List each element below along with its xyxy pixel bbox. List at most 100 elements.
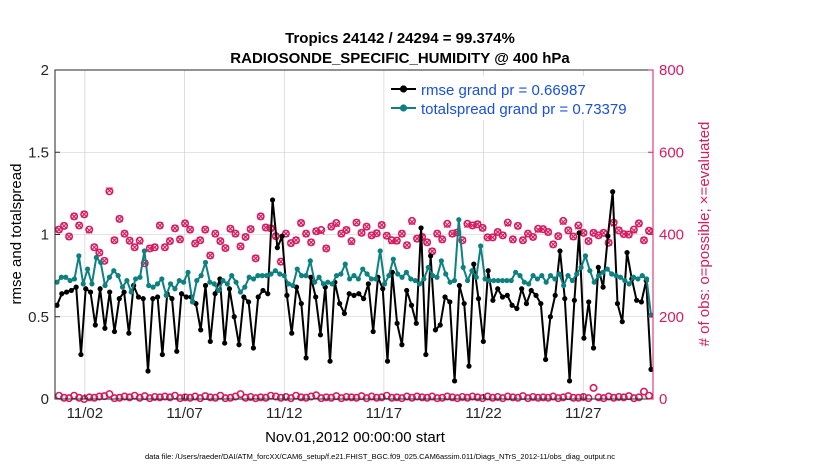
rmse-point [135, 294, 142, 300]
spread-point [294, 266, 300, 272]
rmse-point [92, 322, 98, 328]
obs-evaluated-point [368, 231, 376, 239]
spread-point [416, 281, 423, 287]
obs-low-point [226, 393, 235, 402]
obs-low-point [433, 394, 442, 403]
obs-evaluated-point [242, 233, 250, 241]
obs-evaluated-point [403, 241, 411, 249]
obs-low-point [352, 393, 361, 402]
obs-evaluated-point [287, 239, 295, 247]
rmse-point [274, 245, 280, 251]
rmse-point [614, 300, 621, 307]
rmse-point [581, 335, 587, 341]
obs-evaluated-point [343, 226, 350, 234]
obs-possible-point [196, 236, 205, 245]
obs-possible-point [357, 228, 366, 237]
obs-low-point [609, 393, 618, 402]
rmse-point [140, 296, 146, 302]
spread-point [189, 299, 195, 305]
rmse-point [590, 345, 597, 351]
obs-evaluated-point [257, 212, 265, 220]
y-tick-label-left: 0 [41, 391, 49, 408]
obs-cross-stroke [166, 237, 174, 245]
obs-evaluated-point [443, 221, 451, 229]
rmse-point [236, 342, 242, 348]
obs-evaluated-point [201, 226, 209, 233]
obs-low-point [347, 393, 356, 402]
obs-low-point [302, 393, 311, 402]
obs-possible-point [307, 238, 316, 247]
obs-possible-point [332, 218, 341, 227]
rmse-point [456, 282, 462, 289]
rmse-point [68, 287, 74, 294]
obs-low-point [236, 390, 245, 399]
rmse-point [78, 351, 84, 358]
obs-cross-stroke [332, 220, 340, 228]
obs-evaluated-point [55, 226, 63, 233]
rmse-point [480, 338, 486, 345]
spread-point [159, 276, 165, 282]
rmse-point [183, 294, 189, 300]
obs-possible-point [644, 226, 653, 235]
rmse-point [634, 297, 640, 303]
spread-point [381, 281, 388, 287]
obs-evaluated-point [585, 237, 592, 245]
rmse-point [284, 292, 290, 298]
obs-low-point [60, 393, 69, 402]
spread-point [395, 271, 401, 277]
obs-cross-stroke [55, 226, 63, 233]
spread-point [600, 269, 606, 275]
obs-low-point [95, 392, 104, 401]
obs-possible-point [402, 241, 411, 250]
y-axis-label-right: # of obs: o=possible; ×=evaluated [696, 122, 713, 347]
obs-cross-stroke [448, 230, 456, 238]
obs-evaluated-point [252, 254, 260, 262]
obs-cross-stroke [590, 229, 597, 237]
spread-point [325, 279, 331, 285]
spread-point [617, 274, 624, 280]
rmse-point [619, 319, 625, 325]
obs-possible-point [160, 243, 169, 252]
spread-point [102, 282, 108, 289]
obs-low-point [206, 393, 215, 402]
obs-low-point [150, 392, 159, 401]
obs-possible-point [508, 235, 517, 244]
obs-low-point [186, 393, 195, 402]
obs-evaluated-point [514, 222, 522, 230]
spread-point [456, 217, 462, 223]
spread-point [526, 281, 532, 287]
spread-point [320, 281, 327, 287]
obs-low-point [579, 392, 588, 401]
spread-point [281, 273, 287, 279]
spread-point [303, 273, 309, 279]
obs-low-point [443, 392, 452, 401]
spread-point [587, 268, 593, 274]
obs-cross-stroke [307, 238, 315, 246]
obs-cross-stroke [201, 226, 209, 233]
obs-evaluated-point [95, 249, 103, 257]
spread-point [495, 277, 501, 284]
spread-point [185, 269, 191, 275]
obs-evaluated-point [469, 222, 476, 229]
obs-cross-stroke [348, 238, 355, 246]
obs-cross-stroke [564, 226, 572, 234]
obs-possible-point [54, 225, 63, 234]
spread-point [224, 281, 230, 287]
obs-cross-stroke [529, 233, 537, 241]
rmse-point [461, 300, 467, 307]
obs-cross-stroke [151, 243, 159, 251]
obs-low-point [342, 392, 351, 401]
obs-evaluated-point [433, 230, 441, 238]
obs-possible-point [165, 237, 174, 246]
obs-evaluated-point [221, 244, 229, 252]
obs-evaluated-point [156, 222, 164, 229]
obs-cross-stroke [90, 243, 98, 251]
spread-point [430, 273, 436, 279]
obs-evaluated-point [549, 240, 557, 248]
spread-point [128, 289, 134, 295]
obs-cross-stroke [443, 221, 451, 229]
spread-point [255, 273, 261, 279]
obs-low-point [85, 393, 94, 402]
obs-evaluated-point [600, 229, 608, 237]
spread-point [242, 284, 248, 290]
